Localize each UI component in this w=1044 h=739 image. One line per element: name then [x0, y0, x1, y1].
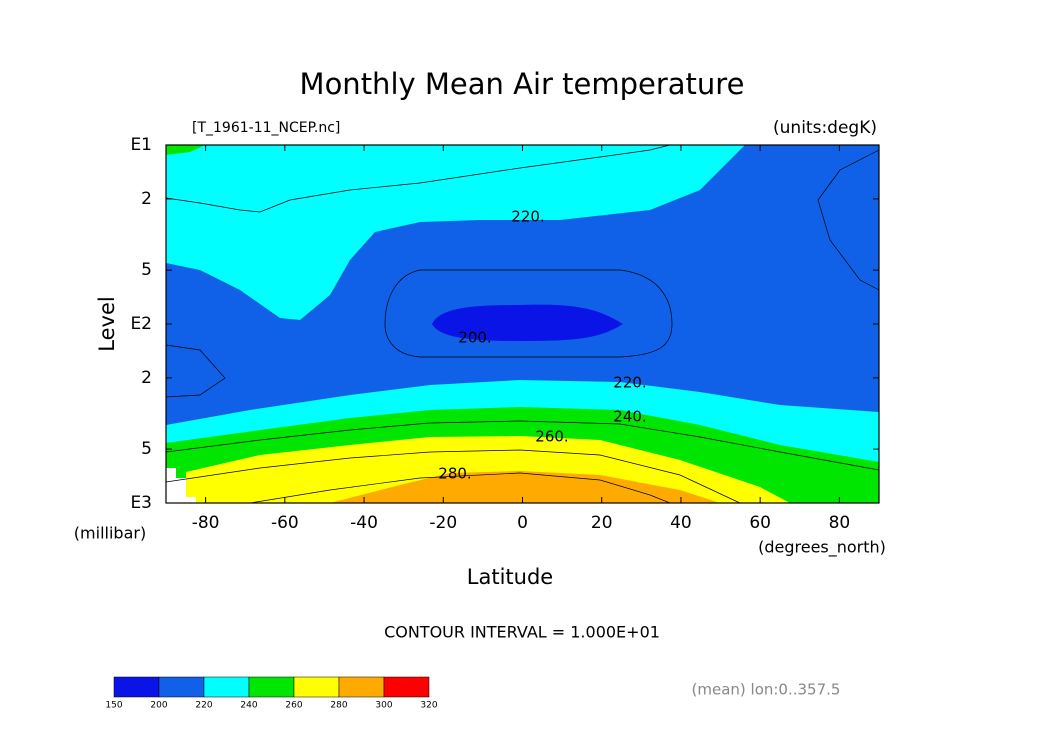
y-tick-label: 5: [141, 439, 152, 459]
y-tick-label: E3: [130, 493, 152, 513]
contour-label: 220.: [613, 374, 646, 392]
band-fill: [166, 145, 745, 320]
band-fill: [330, 471, 720, 503]
colorbar-box: [113, 676, 160, 698]
contour-line: [165, 344, 226, 398]
y-tick-label: E2: [130, 314, 152, 334]
colorbar-box: [203, 676, 250, 698]
colorbar-box: [338, 676, 385, 698]
file-label: [T_1961-11_NCEP.nc]: [192, 120, 340, 136]
contour-label: 220.: [511, 208, 544, 226]
missing-area: [166, 468, 196, 503]
colorbar-label: 260: [285, 701, 302, 711]
x-tick-label: 0: [517, 513, 528, 533]
contour-line: [165, 449, 741, 504]
colorbar-label: 300: [375, 701, 392, 711]
x-tick-label: 20: [591, 513, 613, 533]
colorbar-label: 320: [420, 701, 437, 711]
colorbar-box: [248, 676, 295, 698]
colorbar-box: [158, 676, 205, 698]
contour-line: [165, 144, 671, 213]
contour-label: 200.: [458, 329, 491, 347]
contour-line: [249, 472, 671, 504]
colorbar-label: 240: [240, 701, 257, 711]
contour-line: [384, 269, 673, 358]
x-tick-label: -80: [192, 513, 220, 533]
y-axis-label: Level: [95, 296, 119, 351]
contour-label: 280.: [438, 465, 471, 483]
contour-label: 260.: [535, 428, 568, 446]
contour-interval: CONTOUR INTERVAL = 1.000E+01: [384, 623, 660, 642]
y-tick-label: 5: [141, 260, 152, 280]
x-tick-label: -40: [350, 513, 378, 533]
colorbar-label: 200: [150, 701, 167, 711]
band-fill: [432, 304, 623, 341]
x-unit: (degrees_north): [758, 538, 886, 558]
units-label: (units:degK): [773, 118, 877, 138]
y-tick-label: 2: [141, 189, 152, 209]
x-axis-label: Latitude: [467, 565, 553, 589]
contour-label: 240.: [613, 408, 646, 426]
x-tick-label: 40: [670, 513, 692, 533]
contour-line: [817, 149, 880, 291]
x-tick-label: 80: [829, 513, 851, 533]
plot-area: 220. 200. 220. 240. 260. 280.: [165, 144, 880, 504]
colorbar-label: 150: [105, 701, 122, 711]
x-tick-label: -20: [429, 513, 457, 533]
y-tick-label: E1: [130, 135, 152, 155]
colorbar-box: [383, 676, 430, 698]
colorbar-label: 280: [330, 701, 347, 711]
chart-title: Monthly Mean Air temperature: [300, 67, 745, 101]
y-unit: (millibar): [74, 524, 146, 543]
x-tick-label: -60: [271, 513, 299, 533]
y-tick-label: 2: [141, 368, 152, 388]
contour-line: [165, 420, 880, 471]
band-fill: [166, 145, 205, 155]
colorbar-box: [293, 676, 340, 698]
footnote: (mean) lon:0..357.5: [692, 681, 841, 699]
colorbar-label: 220: [195, 701, 212, 711]
x-tick-label: 60: [749, 513, 771, 533]
